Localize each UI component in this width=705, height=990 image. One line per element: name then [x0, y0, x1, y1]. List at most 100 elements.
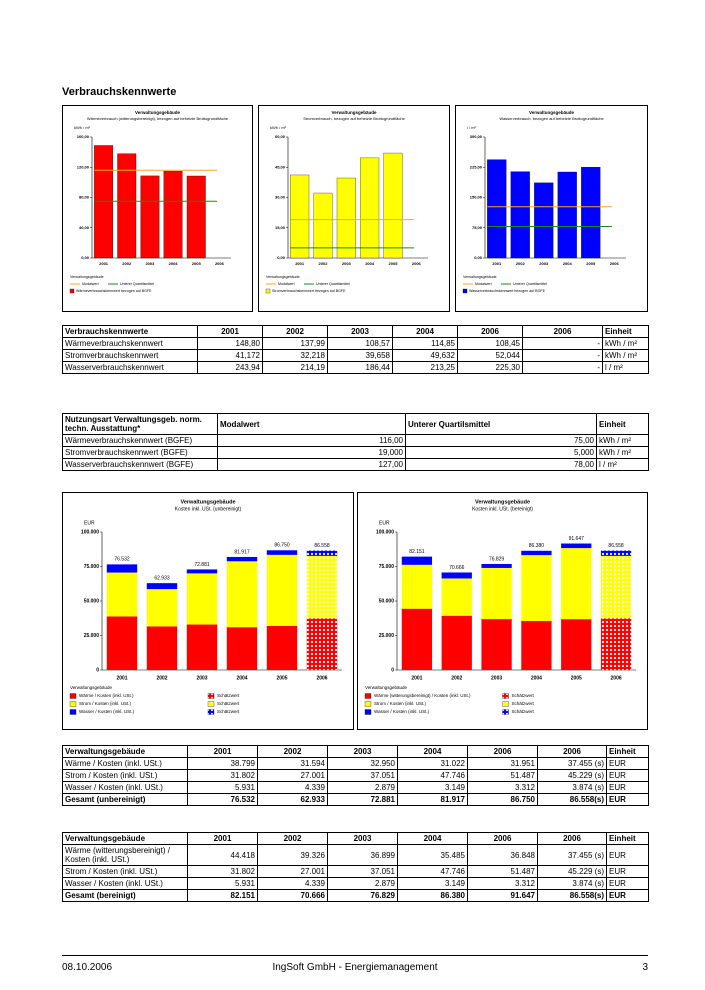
- total-label: 86.558: [608, 543, 624, 549]
- x-tick-label: 2002: [156, 675, 167, 681]
- table-cell: 214,19: [262, 361, 328, 374]
- table-cell: 4.339: [257, 781, 328, 794]
- bar: [487, 159, 507, 259]
- table-cell: l / m²: [596, 458, 649, 471]
- y-tick-label: 25.000: [84, 633, 100, 639]
- bar: [290, 174, 310, 259]
- y-axis-label: EUR: [379, 520, 390, 526]
- table-cell: 213,25: [392, 361, 458, 374]
- bar-segment: [561, 548, 592, 620]
- table-cell: Wärme / Kosten (inkl. USt.): [62, 757, 188, 770]
- y-tick-label: 45,00: [275, 164, 286, 169]
- x-tick-label: 2005: [389, 261, 399, 266]
- bar-segment: [481, 567, 512, 620]
- y-tick-label: 50.000: [84, 598, 100, 604]
- table-cell: EUR: [606, 757, 649, 770]
- table-cell: 51.487: [467, 865, 538, 878]
- y-tick-label: 160,00: [77, 134, 90, 139]
- total-label: 86.750: [274, 543, 290, 549]
- chart-subtitle: Kosten inkl. USt. (unbereinigt): [175, 506, 242, 512]
- total-label: 70.666: [449, 565, 465, 571]
- y-tick-label: 0,00: [474, 255, 483, 260]
- table-cell: 186,44: [327, 361, 393, 374]
- table-cell: 5.931: [187, 781, 258, 794]
- x-tick-label: 2003: [539, 261, 549, 266]
- y-tick-label: 75.000: [84, 564, 100, 570]
- table-cell: 2.879: [327, 877, 398, 890]
- table-cell: Gesamt (bereinigt): [62, 889, 188, 902]
- heading: Verbrauchskennwerte: [62, 86, 177, 98]
- table-cell: 243,94: [197, 361, 263, 374]
- table-cell: 39,658: [327, 349, 393, 362]
- table-row: Wasserverbrauchskennwert (BGFE) 127,00 78,…: [62, 458, 649, 471]
- bar-segment: [106, 616, 138, 670]
- table-cell: Einheit: [602, 325, 649, 338]
- bar-segment: [401, 608, 433, 670]
- table-cell: 45.229 (s): [537, 769, 607, 782]
- bar-segment: [226, 627, 258, 670]
- table-cell: 2001: [197, 325, 263, 338]
- legend-label: Unterer Quartilsmittel: [513, 282, 547, 286]
- table-cell: Wärmeverbrauchskennwert (BGFE): [62, 434, 218, 447]
- table-cell: 31.594: [257, 757, 328, 770]
- y-tick-label: 75.000: [379, 564, 395, 570]
- table-cell: Verbrauchskennwerte: [62, 325, 198, 338]
- x-tick-label: 2001: [116, 675, 127, 681]
- table-row: Gesamt (bereinigt) 82.151 70.666 76.829 86.3…: [62, 889, 649, 902]
- bar-segment: [146, 583, 178, 590]
- legend-label: Wärmeverbrauchskennwert bezogen auf BGFE: [76, 289, 152, 293]
- table-cell: 32.950: [327, 757, 398, 770]
- table-cell: Wasserverbrauchskennwert (BGFE): [62, 458, 218, 471]
- bar: [510, 171, 530, 259]
- table-cell: EUR: [606, 844, 649, 866]
- legend-swatch: [502, 709, 509, 715]
- legend-label: Schätzwert: [512, 701, 535, 706]
- bar-segment: [521, 555, 552, 622]
- bar-segment: [481, 563, 512, 568]
- x-tick-label: 2004: [365, 261, 375, 266]
- table-cell: 3.312: [467, 877, 538, 890]
- table-cell: 2002: [257, 745, 328, 758]
- legend-label: Schätzwert: [512, 709, 535, 714]
- y-tick-label: 40,00: [79, 225, 90, 230]
- x-tick-label: 2004: [169, 261, 179, 266]
- table-cell: 2003: [327, 745, 398, 758]
- bar-segment: [186, 573, 218, 625]
- table-row: Wärme (witterungsbereinigt) / Kosten (in…: [62, 844, 649, 866]
- legend-label: Wärme (witterungsbereinigt) / Kosten (in…: [374, 693, 471, 698]
- legend-swatch: [69, 693, 77, 699]
- table-cell: 39.326: [257, 844, 328, 866]
- bar-segment: [146, 626, 178, 670]
- table-cell: 37.051: [327, 769, 398, 782]
- table-cell: 45.229 (s): [537, 865, 607, 878]
- table-cell: 76.829: [327, 889, 398, 902]
- x-tick-label: 2006: [412, 261, 422, 266]
- legend-swatch: [69, 701, 77, 707]
- y-tick-label: 0: [391, 667, 394, 673]
- footer-page: 3: [642, 962, 648, 973]
- table-cell: 51.487: [467, 769, 538, 782]
- table-cell: 3.874 (s): [537, 781, 607, 794]
- table-header: Verwaltungsgebäude 2001 2002 2003 2004 2006 20…: [62, 745, 649, 758]
- bar-segment: [226, 561, 258, 628]
- bar-segment: [226, 556, 258, 562]
- table-cell: 47.746: [397, 769, 468, 782]
- table-cell: 37.051: [327, 865, 398, 878]
- table-cell: EUR: [606, 781, 649, 794]
- bar-segment: [401, 556, 433, 565]
- table-cell: 36.848: [467, 844, 538, 866]
- legend-swatch: [502, 693, 509, 699]
- table-row: Stromverbrauchskennwert (BGFE) 19,000 5,00…: [62, 446, 649, 459]
- legend-label: Unterer Quartilsmittel: [316, 282, 350, 286]
- bar-segment: [401, 564, 433, 609]
- table-cell: 78,00: [405, 458, 597, 471]
- table-cell: 31.802: [187, 769, 258, 782]
- y-tick-label: 100.000: [81, 529, 99, 535]
- chart-subtitle: Stromverbrauch, bezogen auf beheizte Bru…: [303, 116, 405, 121]
- table-cell: 70.666: [257, 889, 328, 902]
- x-tick-label: 2002: [122, 261, 132, 266]
- table-cell: 2006: [457, 325, 523, 338]
- bar-segment: [186, 624, 218, 670]
